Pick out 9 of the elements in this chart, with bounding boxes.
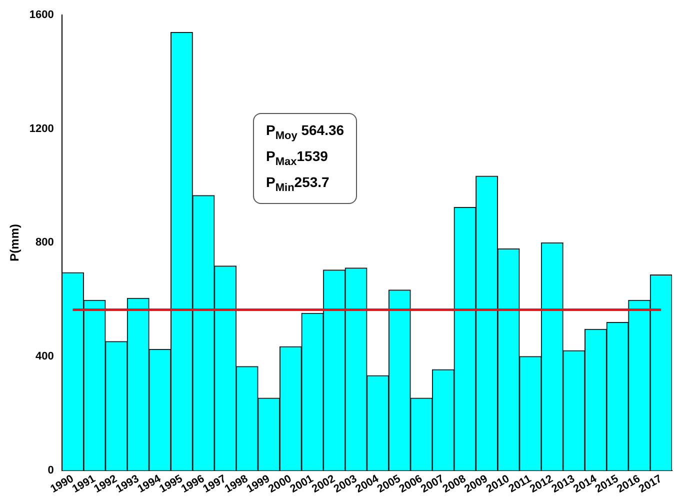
y-axis-title: P(mm) — [8, 224, 22, 262]
y-tick-label: 1200 — [29, 122, 54, 135]
y-tick-label: 800 — [36, 236, 54, 249]
y-tick-label: 1600 — [29, 9, 54, 22]
y-tick-label: 400 — [36, 350, 54, 363]
annotation: P$_{Min}$253.7 — [266, 172, 330, 196]
annotation: P$_{Max}$1539 — [266, 146, 329, 170]
annotation: P$_{Moy}$ 564.36 — [266, 121, 344, 144]
y-tick-label: 0 — [48, 464, 54, 476]
